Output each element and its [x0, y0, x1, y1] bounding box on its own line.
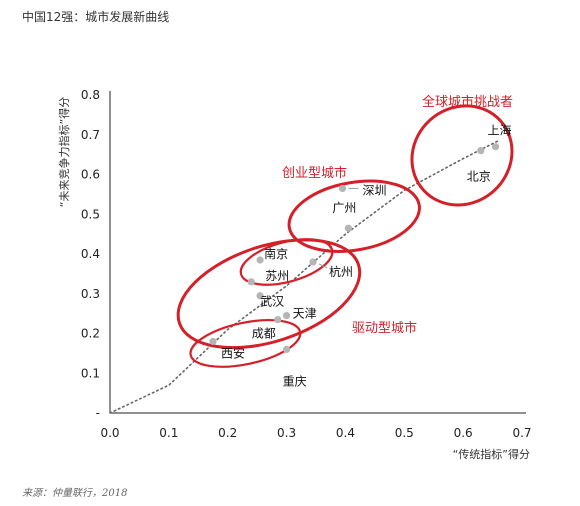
data-point — [338, 184, 347, 193]
city-label: 苏州 — [265, 269, 289, 283]
y-tick-label: - — [96, 406, 100, 420]
city-label: 杭州 — [329, 264, 353, 279]
ellipse-startup-cities — [287, 179, 421, 253]
data-point — [491, 143, 500, 151]
y-tick-label: 0.1 — [81, 366, 100, 380]
y-tick-label: 0.7 — [81, 128, 100, 142]
x-tick-label: 0.1 — [159, 426, 178, 440]
x-tick-label: 0.0 — [100, 426, 119, 440]
data-point — [477, 147, 485, 155]
data-point — [344, 224, 352, 232]
ellipse-inner-lower — [189, 319, 302, 368]
group-label: 创业型城市 — [282, 165, 347, 181]
ellipse-global-challengers — [410, 104, 514, 207]
city-label: 天津 — [293, 307, 317, 321]
data-point — [282, 312, 291, 320]
city-label: 南京 — [264, 246, 288, 261]
y-tick-label: 0.5 — [81, 207, 100, 221]
city-label: 北京 — [467, 170, 491, 184]
data-point — [247, 278, 255, 286]
y-tick-label: 0.3 — [81, 287, 100, 301]
data-point — [256, 256, 264, 264]
x-tick-label: 0.5 — [395, 426, 414, 440]
chart-axes: 0.0 0.1 0.2 0.3 0.4 0.5 0.6 0.7 - 0.1 0.2 0.3 0.4 0.5… — [57, 88, 532, 461]
city-label: 武汉 — [260, 295, 284, 309]
data-points — [209, 143, 500, 353]
city-label: 深圳 — [362, 183, 386, 197]
x-tick-label: 0.2 — [218, 426, 237, 440]
group-label: 全球城市挑战者 — [422, 94, 513, 110]
data-point — [274, 315, 282, 324]
x-tick-label: 0.3 — [277, 426, 296, 440]
data-point — [256, 292, 264, 300]
page-title: 中国12强：城市发展新曲线 — [22, 10, 170, 24]
y-tick-label: 0.4 — [81, 247, 100, 261]
city-label: 西安 — [221, 345, 245, 360]
city-label: 上海 — [488, 123, 512, 138]
source-note: 来源：仲量联行，2018 — [22, 488, 128, 499]
group-label: 驱动型城市 — [352, 320, 417, 336]
city-label: 重庆 — [283, 374, 307, 388]
data-point — [309, 258, 317, 266]
ellipse-inner-upper — [239, 238, 334, 286]
x-tick-label: 0.6 — [454, 426, 473, 440]
y-tick-label: 0.6 — [81, 168, 100, 182]
y-axis-label: “未来竞争力指标”得分 — [57, 97, 71, 207]
data-point — [282, 345, 291, 353]
city-label: 广州 — [332, 201, 356, 215]
y-tick-label: 0.8 — [81, 88, 100, 102]
x-tick-label: 0.4 — [336, 426, 355, 440]
x-tick-label: 0.7 — [512, 426, 531, 440]
data-point — [209, 337, 217, 346]
leader-hangzhou — [318, 263, 328, 269]
x-axis-label: “传统指标”得分 — [453, 447, 530, 461]
city-label: 成都 — [252, 327, 276, 341]
ellipse-driver-cities — [176, 238, 362, 350]
y-tick-label: 0.2 — [81, 327, 100, 341]
